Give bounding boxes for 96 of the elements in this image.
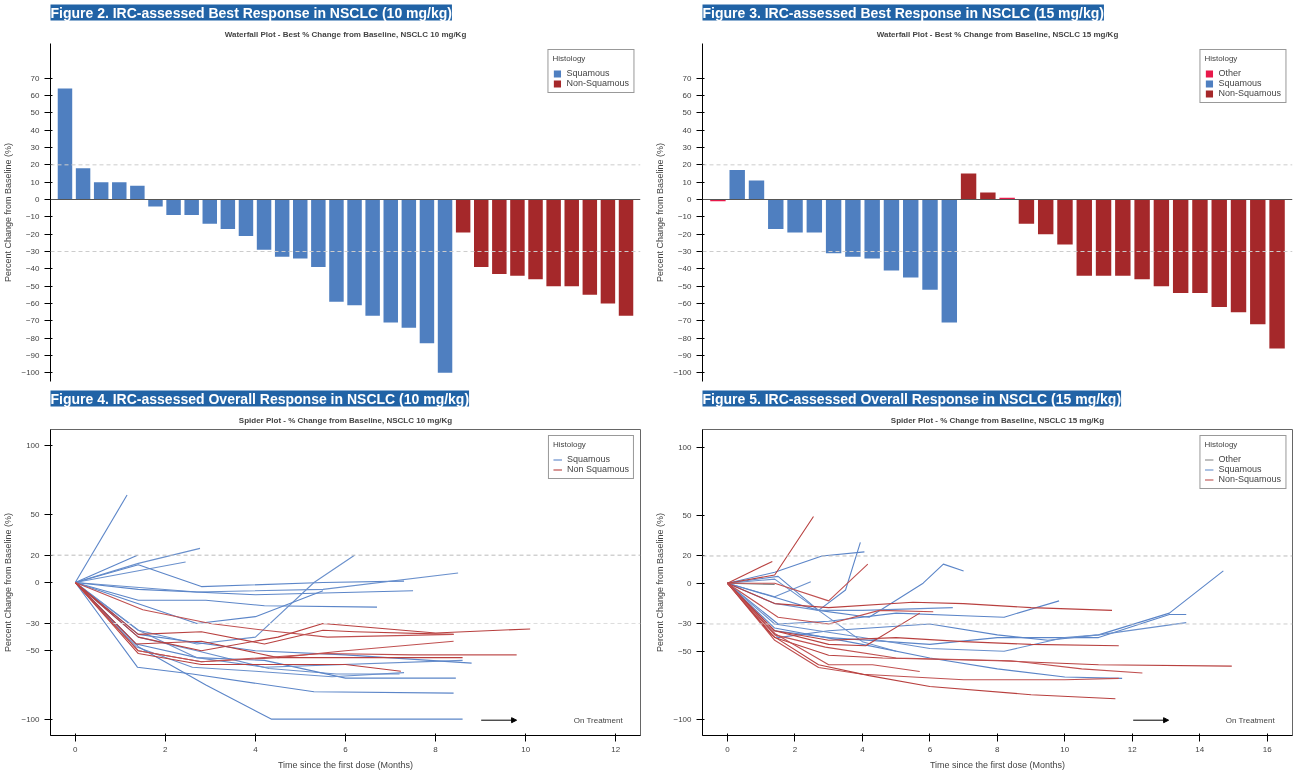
- y-axis-title: Percent Change from Baseline (%): [655, 512, 666, 653]
- x-tick-label: 2: [163, 744, 169, 754]
- legend-title: Histology: [552, 54, 587, 63]
- x-tick-label: 2: [792, 744, 798, 754]
- y-tick-label: 50: [30, 509, 41, 519]
- y-tick-label: 70: [30, 73, 41, 83]
- y-tick-label: 20: [682, 551, 693, 561]
- y-tick-label: −40: [677, 264, 693, 274]
- y-tick-label: 0: [35, 195, 41, 204]
- y-tick-label: 50: [682, 108, 693, 118]
- y-tick-label: 40: [682, 125, 693, 135]
- legend-label: Non Squamous: [566, 464, 629, 474]
- chart-title: Figure 2. IRC-assessed Best Response in NSCLC (10 mg/kg): [50, 4, 452, 21]
- y-tick-label: −10: [677, 212, 693, 222]
- legend-label: Non-Squamous: [1218, 88, 1281, 98]
- y-tick-label: −100: [673, 714, 693, 724]
- chart-subtitle: Spider Plot - % Change from Baseline, NSCLC 15 mg/Kg: [890, 415, 1105, 425]
- x-tick-label: 0: [73, 744, 79, 754]
- chart-subtitle: Waterfall Plot - Best % Change from Baseline, NSCLC 15 mg/Kg: [876, 29, 1119, 39]
- legend-label: Squamous: [1218, 78, 1262, 88]
- chart-title: Figure 3. IRC-assessed Best Response in NSCLC (15 mg/kg): [702, 4, 1104, 21]
- y-tick-label: −60: [677, 299, 693, 308]
- x-tick-label: 0: [725, 744, 731, 754]
- y-tick-label: 20: [682, 160, 693, 170]
- x-axis-title: Time since the first dose (Months): [929, 759, 1066, 770]
- y-tick-label: 100: [26, 441, 41, 451]
- y-tick-label: −20: [677, 229, 693, 239]
- y-tick-label: 10: [30, 177, 41, 187]
- y-tick-label: 30: [682, 143, 693, 152]
- y-axis-title: Percent Change from Baseline (%): [3, 142, 14, 283]
- y-tick-label: −30: [677, 619, 693, 629]
- x-tick-label: 14: [1195, 744, 1205, 754]
- annotation: On Treatment: [573, 715, 624, 725]
- x-tick-label: 8: [433, 744, 439, 754]
- y-tick-label: −30: [677, 247, 693, 256]
- legend-label: Other: [1218, 454, 1241, 464]
- x-axis-title: Time since the first dose (Months): [277, 759, 414, 770]
- y-tick-label: 20: [30, 550, 41, 560]
- legend-title: Histology: [1204, 54, 1239, 63]
- x-tick-label: 12: [611, 744, 621, 754]
- y-tick-label: 10: [682, 177, 693, 187]
- y-tick-label: −40: [25, 264, 41, 274]
- x-tick-label: 10: [521, 744, 531, 754]
- legend-label: Squamous: [566, 454, 610, 464]
- x-tick-label: 6: [927, 744, 933, 754]
- y-tick-label: −70: [677, 316, 693, 326]
- y-tick-label: −50: [677, 646, 693, 656]
- y-tick-label: 0: [687, 195, 693, 204]
- y-tick-label: 60: [30, 91, 41, 100]
- y-tick-label: −70: [25, 316, 41, 326]
- y-tick-label: −20: [25, 229, 41, 239]
- y-tick-label: −60: [25, 299, 41, 308]
- y-axis-title: Percent Change from Baseline (%): [3, 512, 14, 653]
- y-tick-label: −80: [25, 333, 41, 343]
- y-tick-label: 0: [687, 578, 693, 588]
- y-tick-label: −10: [25, 212, 41, 222]
- legend-label: Non-Squamous: [1218, 474, 1281, 484]
- legend-title: Histology: [1204, 440, 1239, 449]
- legend-label: Squamous: [566, 68, 610, 78]
- y-tick-label: −90: [677, 351, 693, 360]
- y-tick-label: 20: [30, 160, 41, 170]
- y-tick-label: 50: [682, 510, 693, 520]
- x-tick-label: 16: [1262, 744, 1273, 754]
- y-tick-label: −90: [25, 351, 41, 360]
- annotation: On Treatment: [1225, 715, 1276, 725]
- legend-label: Non-Squamous: [566, 78, 629, 88]
- y-tick-label: −50: [677, 281, 693, 291]
- y-tick-label: −100: [21, 714, 41, 724]
- legend-title: Histology: [552, 440, 587, 449]
- chart-subtitle: Spider Plot - % Change from Baseline, NSCLC 10 mg/Kg: [238, 415, 453, 425]
- y-tick-label: 100: [678, 442, 693, 452]
- y-tick-label: 50: [30, 108, 41, 118]
- y-tick-label: 40: [30, 125, 41, 135]
- legend-label: Squamous: [1218, 464, 1262, 474]
- y-tick-label: −50: [25, 646, 41, 656]
- chart-title: Figure 4. IRC-assessed Overall Response in NSCLC (10 mg/kg): [50, 390, 470, 407]
- x-tick-label: 4: [253, 744, 259, 754]
- y-tick-label: 0: [35, 578, 41, 587]
- x-tick-label: 12: [1127, 744, 1138, 754]
- y-tick-label: 70: [682, 73, 693, 83]
- legend-label: Other: [1218, 68, 1241, 78]
- x-tick-label: 4: [860, 744, 866, 754]
- x-tick-label: 10: [1060, 744, 1070, 754]
- x-tick-label: 8: [995, 744, 1001, 754]
- y-tick-label: −100: [673, 368, 693, 378]
- y-tick-label: −100: [21, 368, 41, 378]
- y-tick-label: 60: [682, 91, 693, 100]
- y-tick-label: −80: [677, 333, 693, 343]
- x-tick-label: 6: [343, 744, 349, 754]
- y-axis-title: Percent Change from Baseline (%): [655, 142, 666, 283]
- chart-subtitle: Waterfall Plot - Best % Change from Baseline, NSCLC 10 mg/Kg: [224, 29, 467, 39]
- chart-title: Figure 5. IRC-assessed Overall Response in NSCLC (15 mg/kg): [702, 390, 1122, 407]
- y-tick-label: −30: [25, 247, 41, 256]
- y-tick-label: 30: [30, 143, 41, 152]
- y-tick-label: −50: [25, 281, 41, 291]
- y-tick-label: −30: [25, 618, 41, 628]
